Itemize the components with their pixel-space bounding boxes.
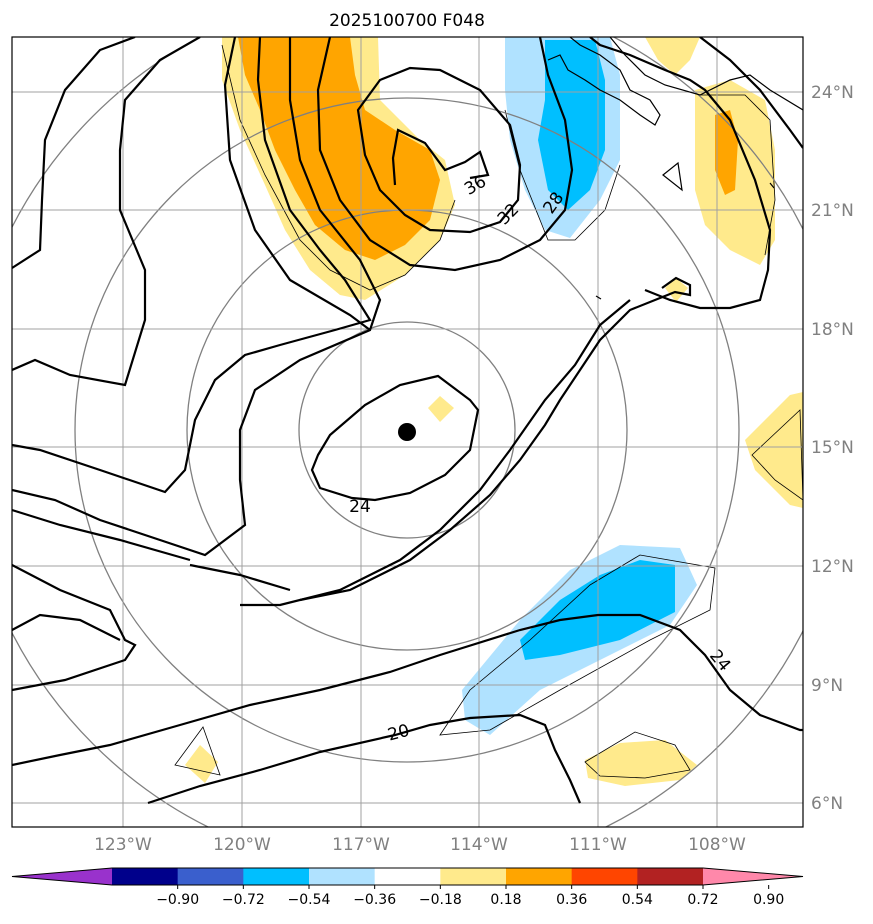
lon-tick-label: 123°W [94, 835, 152, 855]
contour-mid [240, 299, 631, 607]
contour-mid-east [299, 276, 692, 602]
lat-tick-label: 24°N [811, 83, 854, 103]
colorbar-tick-label: −0.36 [353, 892, 396, 908]
colorbar-segment [571, 868, 638, 885]
coastlines [547, 37, 803, 300]
colorbar-segment [440, 868, 507, 885]
colorbar-tick-label: 0.54 [622, 892, 653, 908]
lon-tick-label: 120°W [213, 835, 271, 855]
contour-lower-1 [12, 564, 137, 692]
contour-west-6 [12, 508, 191, 562]
colorbar-outline [11, 867, 804, 886]
contour-west-2 [12, 37, 136, 269]
colorbar-segment [506, 868, 573, 885]
contour-west-1 [223, 37, 371, 331]
colorbar-segment [374, 868, 441, 885]
colorbar-tick-label: 0.90 [753, 892, 784, 908]
colorbar-tick-label: −0.90 [156, 892, 199, 908]
colorbar-segment [243, 868, 310, 885]
shade-yellow-small-2 [665, 278, 688, 302]
lat-tick-label: 12°N [811, 557, 854, 577]
gridlines [12, 37, 803, 827]
colorbar-tick-label: 0.36 [556, 892, 587, 908]
contour-24-closed [310, 374, 480, 502]
colorbar-segment [309, 868, 376, 885]
colorbar-tick-label: −0.72 [222, 892, 265, 908]
colorbar-tick-label: 0.72 [687, 892, 718, 908]
map-title: 2025100700 F048 [329, 11, 485, 31]
contour-lower-3 [12, 613, 803, 767]
contour-lower-mid [189, 563, 291, 592]
contour-28 [316, 37, 574, 272]
lat-axis: 24°N 21°N 18°N 15°N 12°N 9°N 6°N [811, 83, 854, 814]
shade-yellow-top [645, 37, 700, 75]
lon-tick-label: 111°W [569, 835, 627, 855]
colorbar-segment [112, 868, 179, 885]
colorbar-tick-label: −0.18 [419, 892, 462, 908]
colorbar-tick-label: −0.54 [288, 892, 331, 908]
storm-center-marker [398, 423, 416, 441]
lat-tick-label: 9°N [811, 676, 843, 696]
lat-tick-label: 6°N [811, 794, 843, 814]
contour-36 [391, 128, 490, 186]
shade-yellow-e [745, 392, 803, 508]
contour-20 [147, 713, 582, 805]
colorbar-segment [637, 868, 704, 885]
lon-tick-label: 117°W [332, 835, 390, 855]
contour-label: 24 [349, 497, 371, 517]
colorbar-segment [177, 868, 244, 885]
shade-yellow-s [585, 740, 697, 786]
map-area: 36 32 28 24 24 20 [12, 37, 803, 827]
lat-tick-label: 15°N [811, 438, 854, 458]
contour-east-edge [699, 37, 803, 149]
contour-label: 32 [494, 200, 523, 229]
contour-west-5 [12, 37, 382, 557]
lat-tick-label: 21°N [811, 201, 854, 221]
contour-label: 20 [386, 721, 412, 746]
lon-axis: 123°W 120°W 117°W 114°W 111°W 108°W [94, 835, 746, 855]
contour-lower-2 [12, 613, 121, 641]
positive-shading [185, 37, 803, 786]
colorbar: −0.90 −0.72 −0.54 −0.36 −0.18 0.18 0.36 0.54 0.7… [11, 867, 804, 908]
colorbar-extend-high [703, 868, 803, 885]
negative-shading [462, 37, 697, 735]
lat-tick-label: 18°N [811, 320, 854, 340]
colorbar-extend-low [12, 868, 112, 885]
contour-east-big [589, 37, 772, 310]
contour-west-3 [12, 37, 201, 387]
shade-orange-north [238, 37, 440, 260]
contour-west-4 [12, 37, 372, 494]
contour-label: 24 [705, 646, 734, 675]
shade-yellow-small-1 [428, 396, 454, 422]
colorbar-tick-label: 0.18 [490, 892, 521, 908]
height-contours [12, 37, 803, 805]
lon-tick-label: 108°W [688, 835, 746, 855]
shade-yellow-sw [185, 745, 218, 783]
map-frame [11, 36, 804, 828]
shade-orange-ne [715, 110, 738, 195]
lon-tick-label: 114°W [450, 835, 508, 855]
contour-32 [356, 66, 522, 234]
